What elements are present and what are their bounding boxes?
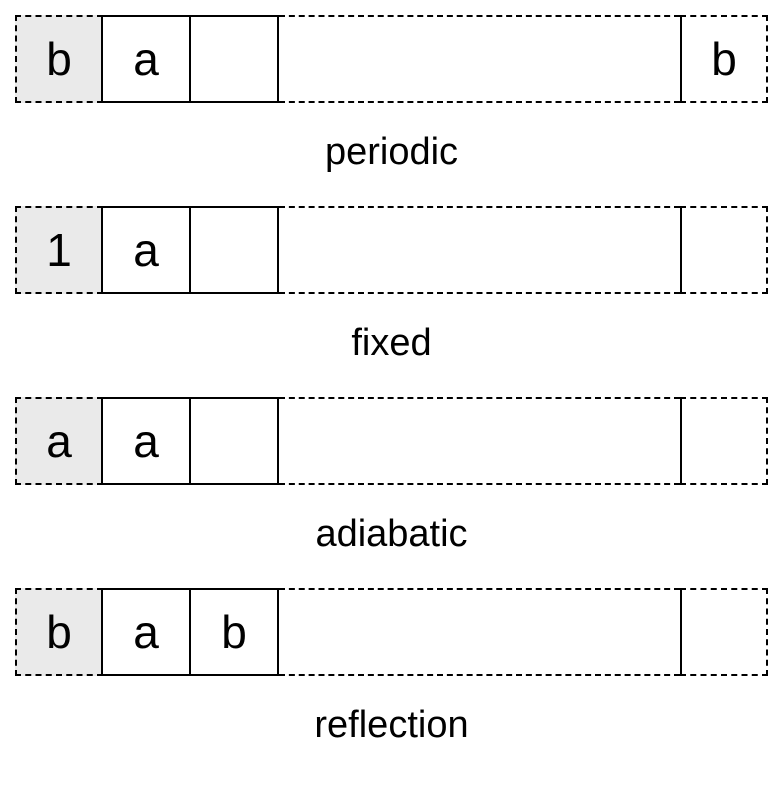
domain-cell-1: a <box>103 397 191 485</box>
end-cell: b <box>680 15 768 103</box>
domain-cell-2: b <box>191 588 279 676</box>
domain-cell-2 <box>191 15 279 103</box>
boundary-row-fixed: 1 a fixed <box>15 206 768 397</box>
ghost-cell: b <box>15 15 103 103</box>
grid-row: b a b <box>15 15 768 103</box>
domain-cell-1: a <box>103 206 191 294</box>
boundary-label: adiabatic <box>15 485 768 588</box>
end-cell <box>680 397 768 485</box>
boundary-row-adiabatic: a a adiabatic <box>15 397 768 588</box>
grid-row: 1 a <box>15 206 768 294</box>
domain-cell-2 <box>191 206 279 294</box>
boundary-label: reflection <box>15 676 768 779</box>
ghost-cell: b <box>15 588 103 676</box>
grid-row: b a b <box>15 588 768 676</box>
boundary-label: fixed <box>15 294 768 397</box>
domain-cell-1: a <box>103 588 191 676</box>
domain-ellipsis <box>279 15 680 103</box>
boundary-row-reflection: b a b reflection <box>15 588 768 779</box>
domain-cell-2 <box>191 397 279 485</box>
boundary-row-periodic: b a b periodic <box>15 15 768 206</box>
domain-cell-1: a <box>103 15 191 103</box>
end-cell <box>680 588 768 676</box>
end-cell <box>680 206 768 294</box>
domain-ellipsis <box>279 397 680 485</box>
ghost-cell: 1 <box>15 206 103 294</box>
boundary-label: periodic <box>15 103 768 206</box>
domain-ellipsis <box>279 588 680 676</box>
ghost-cell: a <box>15 397 103 485</box>
domain-ellipsis <box>279 206 680 294</box>
grid-row: a a <box>15 397 768 485</box>
